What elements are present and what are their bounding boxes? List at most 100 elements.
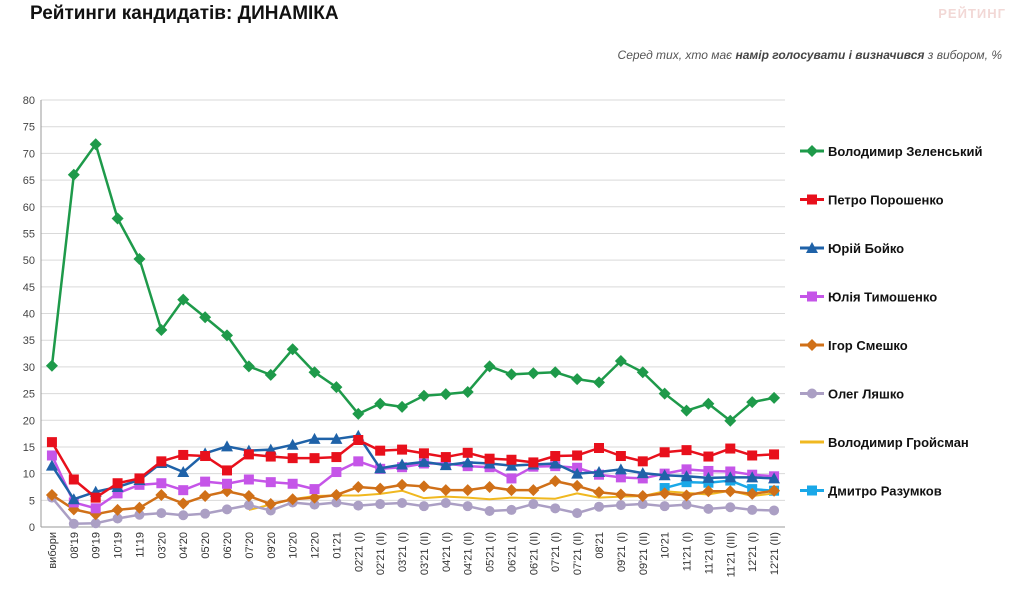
- data-point: [462, 447, 473, 458]
- series-line: [50, 454, 775, 510]
- series-line: [50, 434, 775, 501]
- x-tick-label: 07'21 (II): [572, 532, 584, 575]
- x-tick-label: 09'21 (II): [638, 532, 650, 575]
- data-point: [396, 458, 409, 470]
- data-point: [681, 477, 692, 488]
- x-tick-label: 12'21 (I): [747, 532, 759, 572]
- y-tick-label: 65: [23, 175, 35, 187]
- data-point: [309, 453, 320, 464]
- data-point: [681, 499, 692, 510]
- data-point: [68, 474, 79, 485]
- data-point: [461, 456, 474, 468]
- data-point: [353, 456, 364, 467]
- series-line: [50, 143, 775, 423]
- data-point: [133, 501, 146, 514]
- data-point: [264, 498, 277, 511]
- data-point: [506, 504, 517, 515]
- x-tick-label: 11'21 (I): [682, 532, 694, 571]
- data-point: [331, 452, 342, 463]
- data-point: [178, 485, 189, 496]
- data-point: [680, 470, 693, 482]
- data-point: [68, 518, 79, 529]
- data-point: [397, 444, 408, 455]
- subtitle-text-end: з вибором, %: [924, 48, 1002, 62]
- x-tick-label: 01'21: [331, 532, 343, 559]
- data-point: [703, 451, 714, 462]
- data-point: [483, 360, 496, 373]
- series-line: [50, 438, 775, 499]
- data-point: [375, 499, 386, 510]
- data-point: [89, 138, 102, 151]
- data-point: [461, 484, 474, 497]
- data-point: [681, 445, 692, 456]
- data-point: [506, 454, 517, 465]
- data-point: [200, 476, 211, 487]
- data-point: [768, 391, 781, 404]
- x-tick-label: 09'21 (I): [616, 532, 628, 572]
- data-point: [528, 499, 539, 510]
- data-point: [156, 508, 167, 519]
- subtitle-text-start: Серед тих, хто має: [617, 48, 736, 62]
- data-point: [242, 360, 255, 373]
- data-point: [156, 478, 167, 489]
- data-point: [221, 440, 233, 452]
- data-point: [636, 467, 649, 479]
- data-point: [747, 504, 758, 515]
- x-tick-label: 11'19: [134, 532, 146, 558]
- data-point: [177, 293, 190, 306]
- data-point: [484, 505, 495, 516]
- y-tick-label: 5: [29, 495, 35, 507]
- data-point: [572, 450, 583, 461]
- data-point: [615, 500, 626, 511]
- data-point: [681, 464, 692, 475]
- data-point: [330, 432, 343, 444]
- data-point: [549, 366, 562, 379]
- data-point: [330, 488, 343, 501]
- data-point: [572, 508, 583, 519]
- y-tick-label: 40: [23, 309, 35, 321]
- x-tick-label: 09'19: [91, 532, 103, 559]
- legend-swatch-marker: [806, 242, 818, 253]
- data-point: [440, 497, 451, 508]
- x-tick-label: 10'20: [288, 532, 300, 559]
- x-tick-label: 04'21 (II): [463, 532, 475, 575]
- x-tick-label: 03'21 (II): [419, 532, 431, 575]
- data-point: [353, 500, 364, 511]
- data-point: [286, 493, 299, 506]
- data-point: [527, 367, 540, 380]
- x-tick-label: 03'20: [156, 532, 168, 559]
- data-point: [222, 465, 232, 476]
- x-tick-label: 07'20: [244, 532, 256, 559]
- data-point: [746, 396, 759, 409]
- legend-label: Юрій Бойко: [828, 241, 904, 256]
- data-point: [396, 478, 409, 491]
- data-point: [156, 456, 167, 467]
- x-tick-label: 09'20: [266, 532, 278, 559]
- legend-label: Володимир Зеленський: [828, 144, 983, 159]
- data-point: [725, 502, 736, 513]
- data-point: [46, 450, 57, 461]
- legend-label: Ігор Смешко: [828, 338, 908, 353]
- data-point: [615, 451, 626, 462]
- x-tick-label: 12'21 (II): [769, 532, 781, 575]
- data-point: [200, 451, 211, 462]
- x-tick-label: 05'20: [200, 532, 212, 559]
- data-point: [439, 484, 452, 497]
- data-point: [111, 503, 124, 516]
- data-point: [484, 453, 495, 464]
- data-point: [636, 366, 649, 379]
- data-point: [571, 479, 584, 492]
- legend-label: Володимир Гройсман: [828, 435, 969, 450]
- data-point: [593, 376, 605, 389]
- data-point: [703, 503, 714, 514]
- data-point: [177, 497, 190, 510]
- brand-logo: РЕЙТИНГ: [938, 6, 1006, 21]
- data-point: [397, 497, 408, 508]
- data-point: [614, 355, 627, 368]
- x-tick-label: 06'21 (II): [528, 532, 540, 575]
- y-tick-label: 50: [23, 255, 35, 267]
- x-tick-label: 12'20: [310, 532, 322, 559]
- data-point: [396, 400, 409, 413]
- data-point: [199, 490, 212, 503]
